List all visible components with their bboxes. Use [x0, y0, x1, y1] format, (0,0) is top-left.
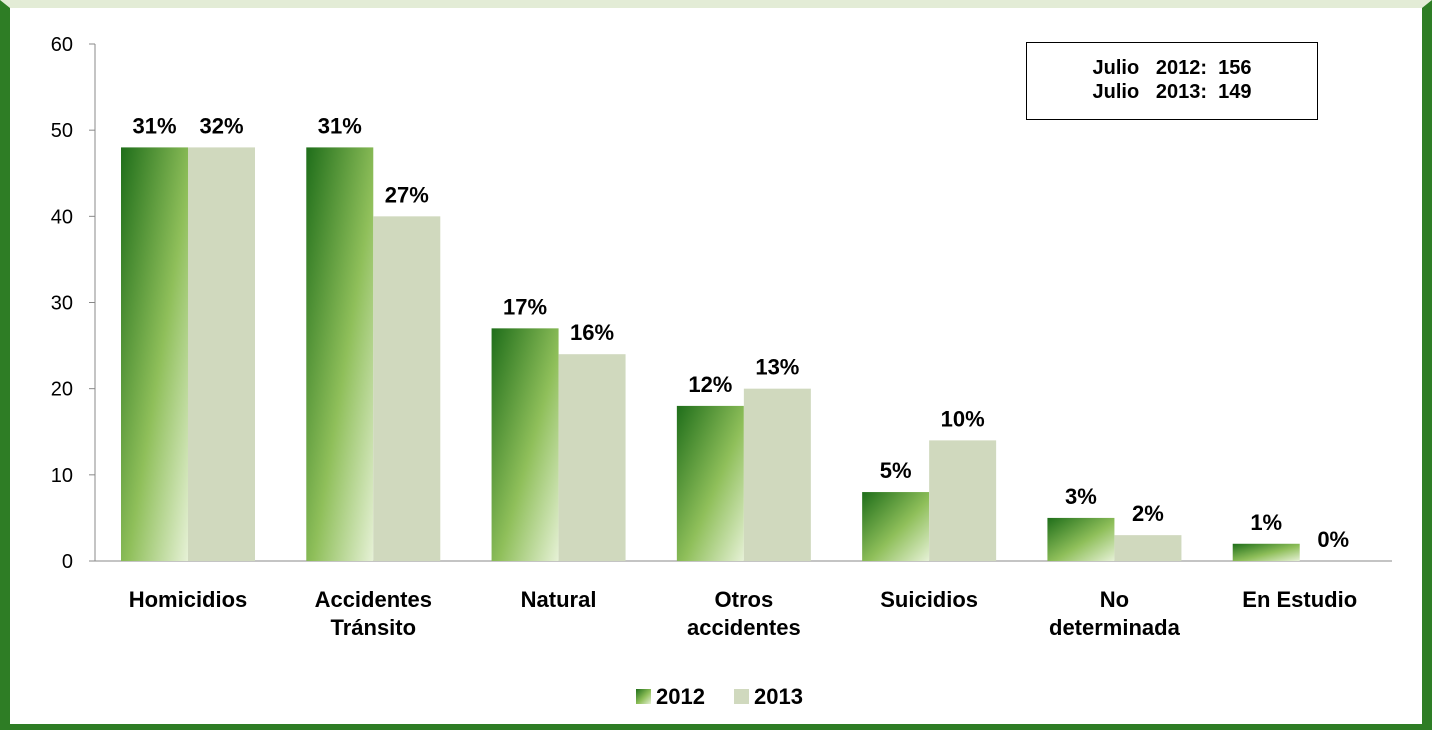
y-tick-label: 40 [51, 206, 73, 228]
y-tick-label: 30 [51, 293, 73, 315]
bar-2013 [558, 354, 626, 561]
category-label: Suicidios [880, 587, 978, 612]
bar-2012 [121, 147, 188, 561]
bar-2013 [373, 216, 441, 562]
bar-2012 [306, 147, 374, 561]
y-tick-label: 50 [51, 120, 73, 142]
data-label-2013: 2% [1132, 501, 1164, 526]
data-label-2013: 16% [570, 320, 614, 345]
bar-2012 [862, 492, 930, 561]
y-tick-label: 60 [51, 34, 73, 56]
bar-2012 [676, 405, 744, 561]
data-label-2012: 17% [503, 294, 547, 319]
bar-2013 [929, 440, 997, 561]
data-label-2013: 0% [1317, 527, 1349, 552]
y-tick-label: 20 [51, 379, 73, 401]
data-label-2013: 13% [755, 355, 799, 380]
data-label-2012: 5% [880, 458, 912, 483]
data-label-2012: 31% [318, 113, 362, 138]
legend-swatch-2012 [636, 689, 651, 704]
data-label-2012: 31% [132, 113, 176, 138]
legend: 2012 2013 [636, 684, 803, 709]
category-label: Accidentes [315, 587, 432, 612]
data-labels: 31% 32% 31% 27% 17% 16% 12% 13% 5% 10% 3% 2% 1% 0% [132, 113, 1349, 552]
data-label-2012: 1% [1250, 510, 1282, 535]
bars [121, 147, 1300, 562]
bar-2012 [1232, 543, 1300, 561]
category-labels: Homicidios Accidentes Tránsito Natural Otros… [129, 587, 1357, 640]
bar-2013 [188, 147, 255, 561]
note-line-2013: Julio 2013: 149 [1092, 81, 1252, 103]
y-tick-label: 10 [51, 465, 73, 487]
bar-2013 [743, 388, 811, 561]
legend-swatch-2013 [734, 689, 749, 704]
category-label: Otros [715, 587, 774, 612]
data-label-2012: 12% [688, 372, 732, 397]
category-label: Natural [521, 587, 597, 612]
legend-label-2013: 2013 [754, 684, 803, 709]
category-label: No [1100, 587, 1129, 612]
category-label: Homicidios [129, 587, 248, 612]
category-label: En Estudio [1242, 587, 1357, 612]
category-label: accidentes [687, 615, 801, 640]
bar-2012 [1047, 517, 1115, 561]
data-label-2013: 32% [199, 113, 243, 138]
data-label-2013: 27% [385, 182, 429, 207]
bar-2012 [491, 328, 559, 561]
data-label-2013: 10% [941, 406, 985, 431]
totals-note-box: Julio 2012: 156 Julio 2013: 149 [1026, 42, 1318, 120]
bar-2013 [1114, 535, 1182, 561]
category-label: Tránsito [330, 615, 416, 640]
legend-label-2012: 2012 [656, 684, 705, 709]
data-label-2012: 3% [1065, 484, 1097, 509]
y-tick-label: 0 [62, 551, 73, 573]
category-label: determinada [1049, 615, 1181, 640]
note-line-2012: Julio 2012: 156 [1092, 57, 1252, 79]
